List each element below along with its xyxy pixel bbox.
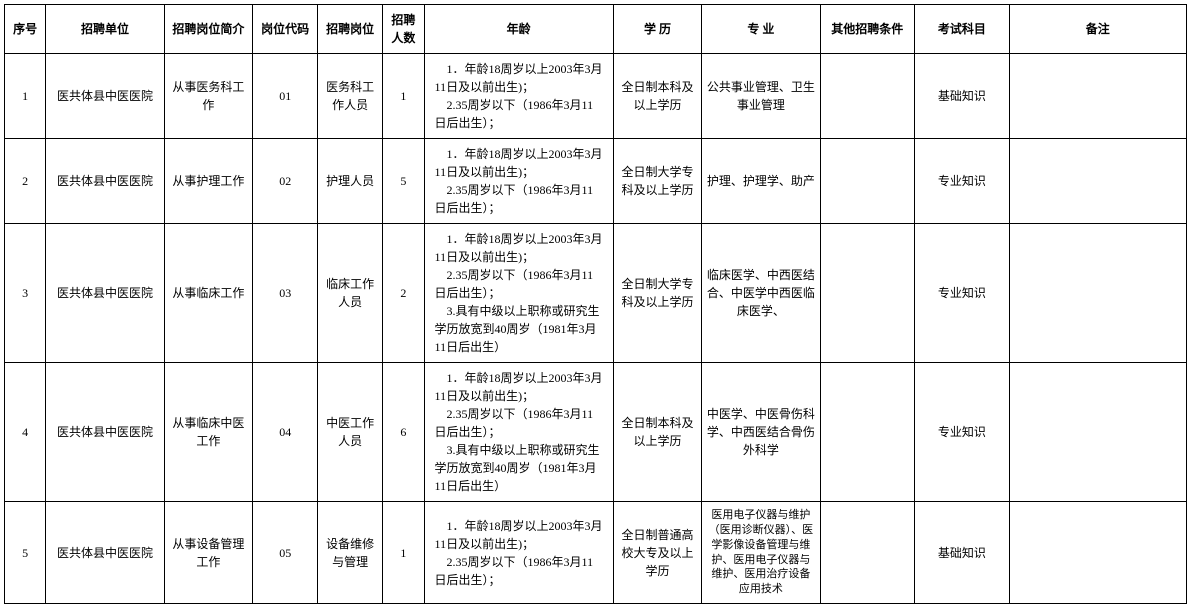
cell-pos: 医务科工作人员 (318, 54, 383, 139)
table-body: 1医共体县中医医院从事医务科工作01医务科工作人员1 1．年龄18周岁以上200… (5, 54, 1187, 604)
recruitment-table: 序号 招聘单位 招聘岗位简介 岗位代码 招聘岗位 招聘人数 年龄 学 历 专 业… (4, 4, 1187, 604)
table-row: 5医共体县中医医院从事设备管理工作05设备维修与管理1 1．年龄18周岁以上20… (5, 502, 1187, 604)
cell-desc: 从事临床工作 (164, 224, 253, 363)
cell-pos: 设备维修与管理 (318, 502, 383, 604)
cell-code: 02 (253, 139, 318, 224)
cell-count: 6 (383, 363, 424, 502)
cell-exam: 基础知识 (915, 502, 1010, 604)
table-header-row: 序号 招聘单位 招聘岗位简介 岗位代码 招聘岗位 招聘人数 年龄 学 历 专 业… (5, 5, 1187, 54)
cell-exam: 专业知识 (915, 224, 1010, 363)
cell-edu: 全日制本科及以上学历 (613, 54, 702, 139)
header-count: 招聘人数 (383, 5, 424, 54)
table-row: 4医共体县中医医院从事临床中医工作04中医工作人员6 1．年龄18周岁以上200… (5, 363, 1187, 502)
cell-other (820, 502, 915, 604)
cell-exam: 基础知识 (915, 54, 1010, 139)
cell-note (1009, 502, 1186, 604)
header-code: 岗位代码 (253, 5, 318, 54)
table-row: 2医共体县中医医院从事护理工作02护理人员5 1．年龄18周岁以上2003年3月… (5, 139, 1187, 224)
cell-edu: 全日制本科及以上学历 (613, 363, 702, 502)
cell-age: 1．年龄18周岁以上2003年3月11日及以前出生)； 2.35周岁以下（198… (424, 139, 613, 224)
cell-age: 1．年龄18周岁以上2003年3月11日及以前出生)； 2.35周岁以下（198… (424, 363, 613, 502)
cell-code: 03 (253, 224, 318, 363)
header-unit: 招聘单位 (46, 5, 164, 54)
header-pos: 招聘岗位 (318, 5, 383, 54)
cell-unit: 医共体县中医医院 (46, 224, 164, 363)
cell-code: 04 (253, 363, 318, 502)
cell-unit: 医共体县中医医院 (46, 139, 164, 224)
table-row: 1医共体县中医医院从事医务科工作01医务科工作人员1 1．年龄18周岁以上200… (5, 54, 1187, 139)
cell-seq: 5 (5, 502, 46, 604)
cell-exam: 专业知识 (915, 363, 1010, 502)
cell-edu: 全日制大学专科及以上学历 (613, 139, 702, 224)
cell-exam: 专业知识 (915, 139, 1010, 224)
header-edu: 学 历 (613, 5, 702, 54)
cell-count: 1 (383, 502, 424, 604)
cell-seq: 2 (5, 139, 46, 224)
cell-unit: 医共体县中医医院 (46, 54, 164, 139)
cell-other (820, 363, 915, 502)
cell-count: 2 (383, 224, 424, 363)
cell-seq: 4 (5, 363, 46, 502)
cell-age: 1．年龄18周岁以上2003年3月11日及以前出生)； 2.35周岁以下（198… (424, 502, 613, 604)
cell-note (1009, 139, 1186, 224)
cell-edu: 全日制普通高校大专及以上学历 (613, 502, 702, 604)
cell-code: 05 (253, 502, 318, 604)
cell-unit: 医共体县中医医院 (46, 363, 164, 502)
cell-code: 01 (253, 54, 318, 139)
header-major: 专 业 (702, 5, 820, 54)
cell-desc: 从事临床中医工作 (164, 363, 253, 502)
cell-note (1009, 363, 1186, 502)
cell-major: 公共事业管理、卫生事业管理 (702, 54, 820, 139)
cell-major: 护理、护理学、助产 (702, 139, 820, 224)
cell-major: 医用电子仪器与维护（医用诊断仪器）、医学影像设备管理与维护、医用电子仪器与维护、… (702, 502, 820, 604)
cell-note (1009, 54, 1186, 139)
header-seq: 序号 (5, 5, 46, 54)
cell-major: 中医学、中医骨伤科学、中西医结合骨伤外科学 (702, 363, 820, 502)
cell-major: 临床医学、中西医结合、中医学中西医临床医学、 (702, 224, 820, 363)
cell-seq: 3 (5, 224, 46, 363)
header-age: 年龄 (424, 5, 613, 54)
cell-desc: 从事护理工作 (164, 139, 253, 224)
cell-desc: 从事医务科工作 (164, 54, 253, 139)
cell-desc: 从事设备管理工作 (164, 502, 253, 604)
cell-pos: 中医工作人员 (318, 363, 383, 502)
cell-seq: 1 (5, 54, 46, 139)
cell-age: 1．年龄18周岁以上2003年3月11日及以前出生)； 2.35周岁以下（198… (424, 54, 613, 139)
cell-unit: 医共体县中医医院 (46, 502, 164, 604)
cell-other (820, 54, 915, 139)
cell-count: 1 (383, 54, 424, 139)
cell-other (820, 139, 915, 224)
cell-other (820, 224, 915, 363)
table-row: 3医共体县中医医院从事临床工作03临床工作人员2 1．年龄18周岁以上2003年… (5, 224, 1187, 363)
cell-age: 1．年龄18周岁以上2003年3月11日及以前出生)； 2.35周岁以下（198… (424, 224, 613, 363)
header-note: 备注 (1009, 5, 1186, 54)
cell-note (1009, 224, 1186, 363)
header-exam: 考试科目 (915, 5, 1010, 54)
cell-pos: 护理人员 (318, 139, 383, 224)
header-desc: 招聘岗位简介 (164, 5, 253, 54)
header-other: 其他招聘条件 (820, 5, 915, 54)
cell-count: 5 (383, 139, 424, 224)
cell-edu: 全日制大学专科及以上学历 (613, 224, 702, 363)
cell-pos: 临床工作人员 (318, 224, 383, 363)
